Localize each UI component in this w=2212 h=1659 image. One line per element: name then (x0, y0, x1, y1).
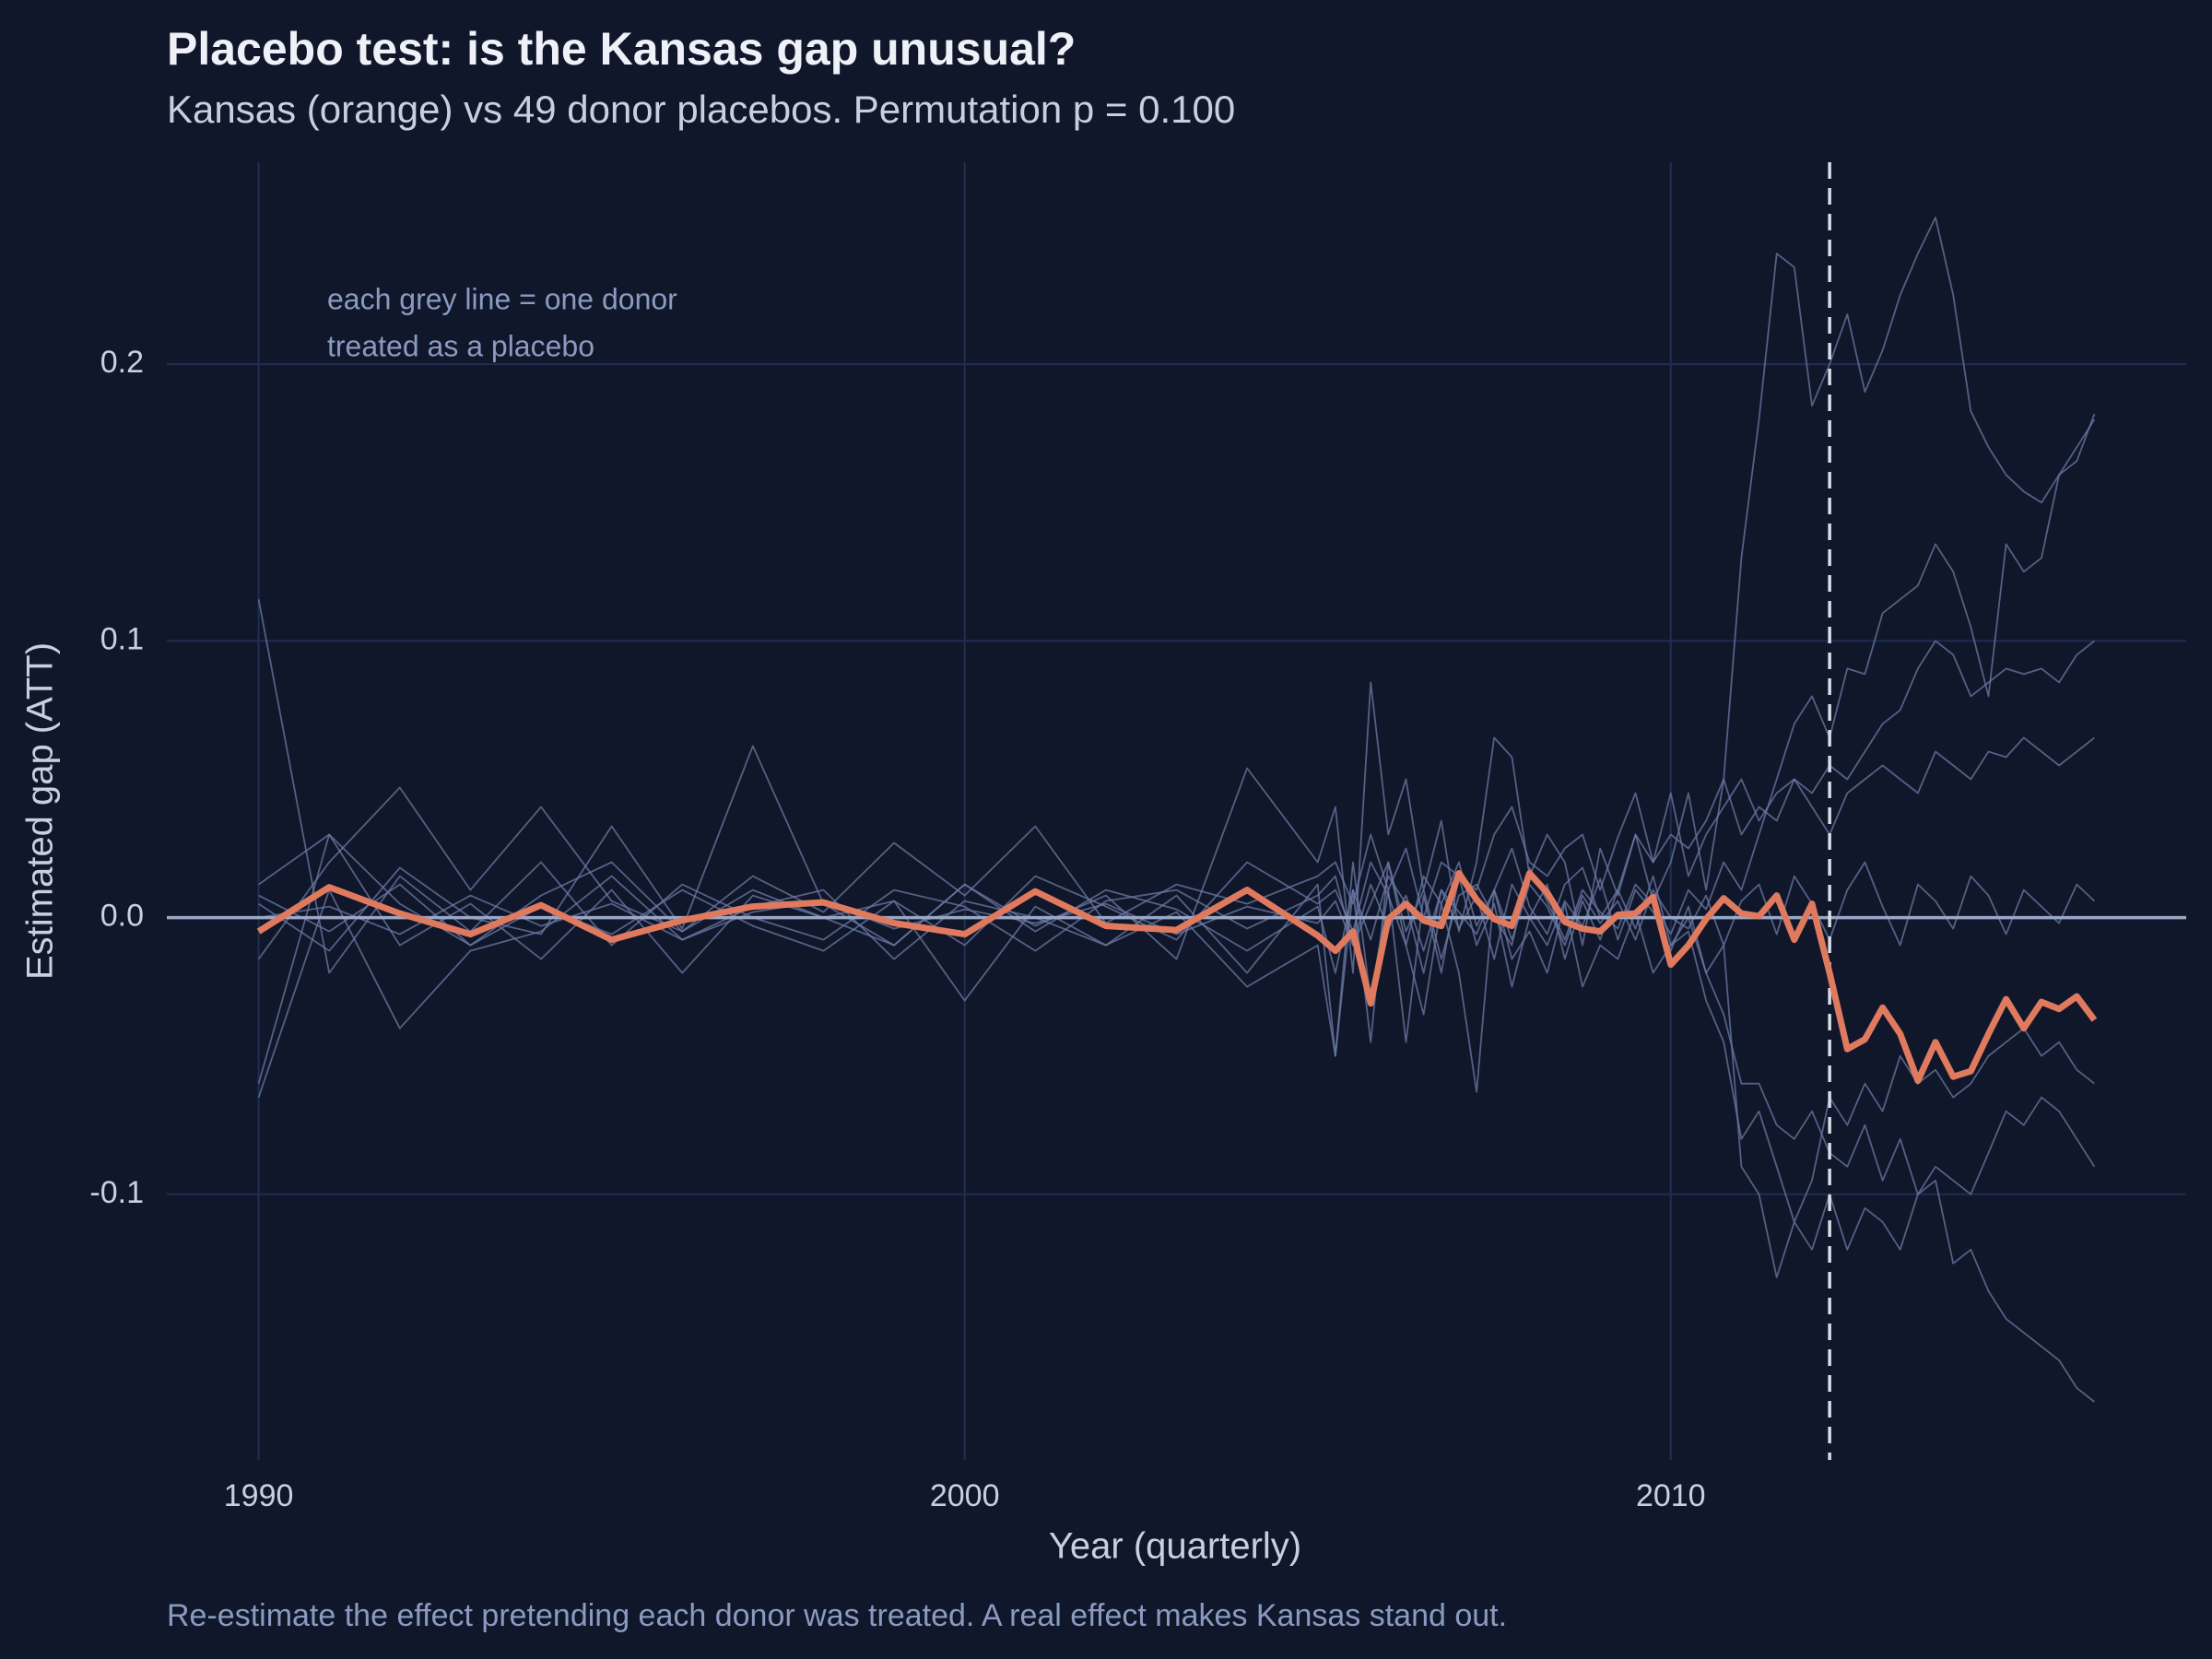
y-tick-label: 0.0 (100, 899, 144, 934)
highlight-line (256, 870, 2098, 1085)
y-tick-label: 0.2 (100, 345, 144, 380)
placebo-line (258, 861, 2096, 952)
caption: Re-estimate the effect pretending each d… (167, 1598, 1507, 1633)
x-tick-label: 1990 (224, 1478, 294, 1513)
placebo-line (257, 861, 2096, 1195)
x-axis-title: Year (quarterly) (1049, 1526, 1301, 1567)
chart-title: Placebo test: is the Kansas gap unusual? (167, 23, 1076, 75)
chart-subtitle: Kansas (orange) vs 49 donor placebos. Pe… (167, 88, 1235, 131)
placebo-line (258, 681, 2095, 974)
y-tick-label: 0.1 (100, 621, 144, 656)
y-tick-label: -0.1 (89, 1175, 144, 1210)
placebo-line (257, 640, 2095, 960)
placebo-line (257, 413, 2096, 974)
x-tick-label: 2010 (1636, 1478, 1706, 1513)
annotation: each grey line = one donor (327, 282, 677, 315)
plot-area (167, 162, 2186, 1460)
x-tick-label: 2000 (930, 1478, 1000, 1513)
placebo-line (258, 217, 2096, 947)
y-axis-title: Estimated gap (ATT) (20, 642, 61, 980)
annotation: treated as a placebo (327, 329, 594, 362)
